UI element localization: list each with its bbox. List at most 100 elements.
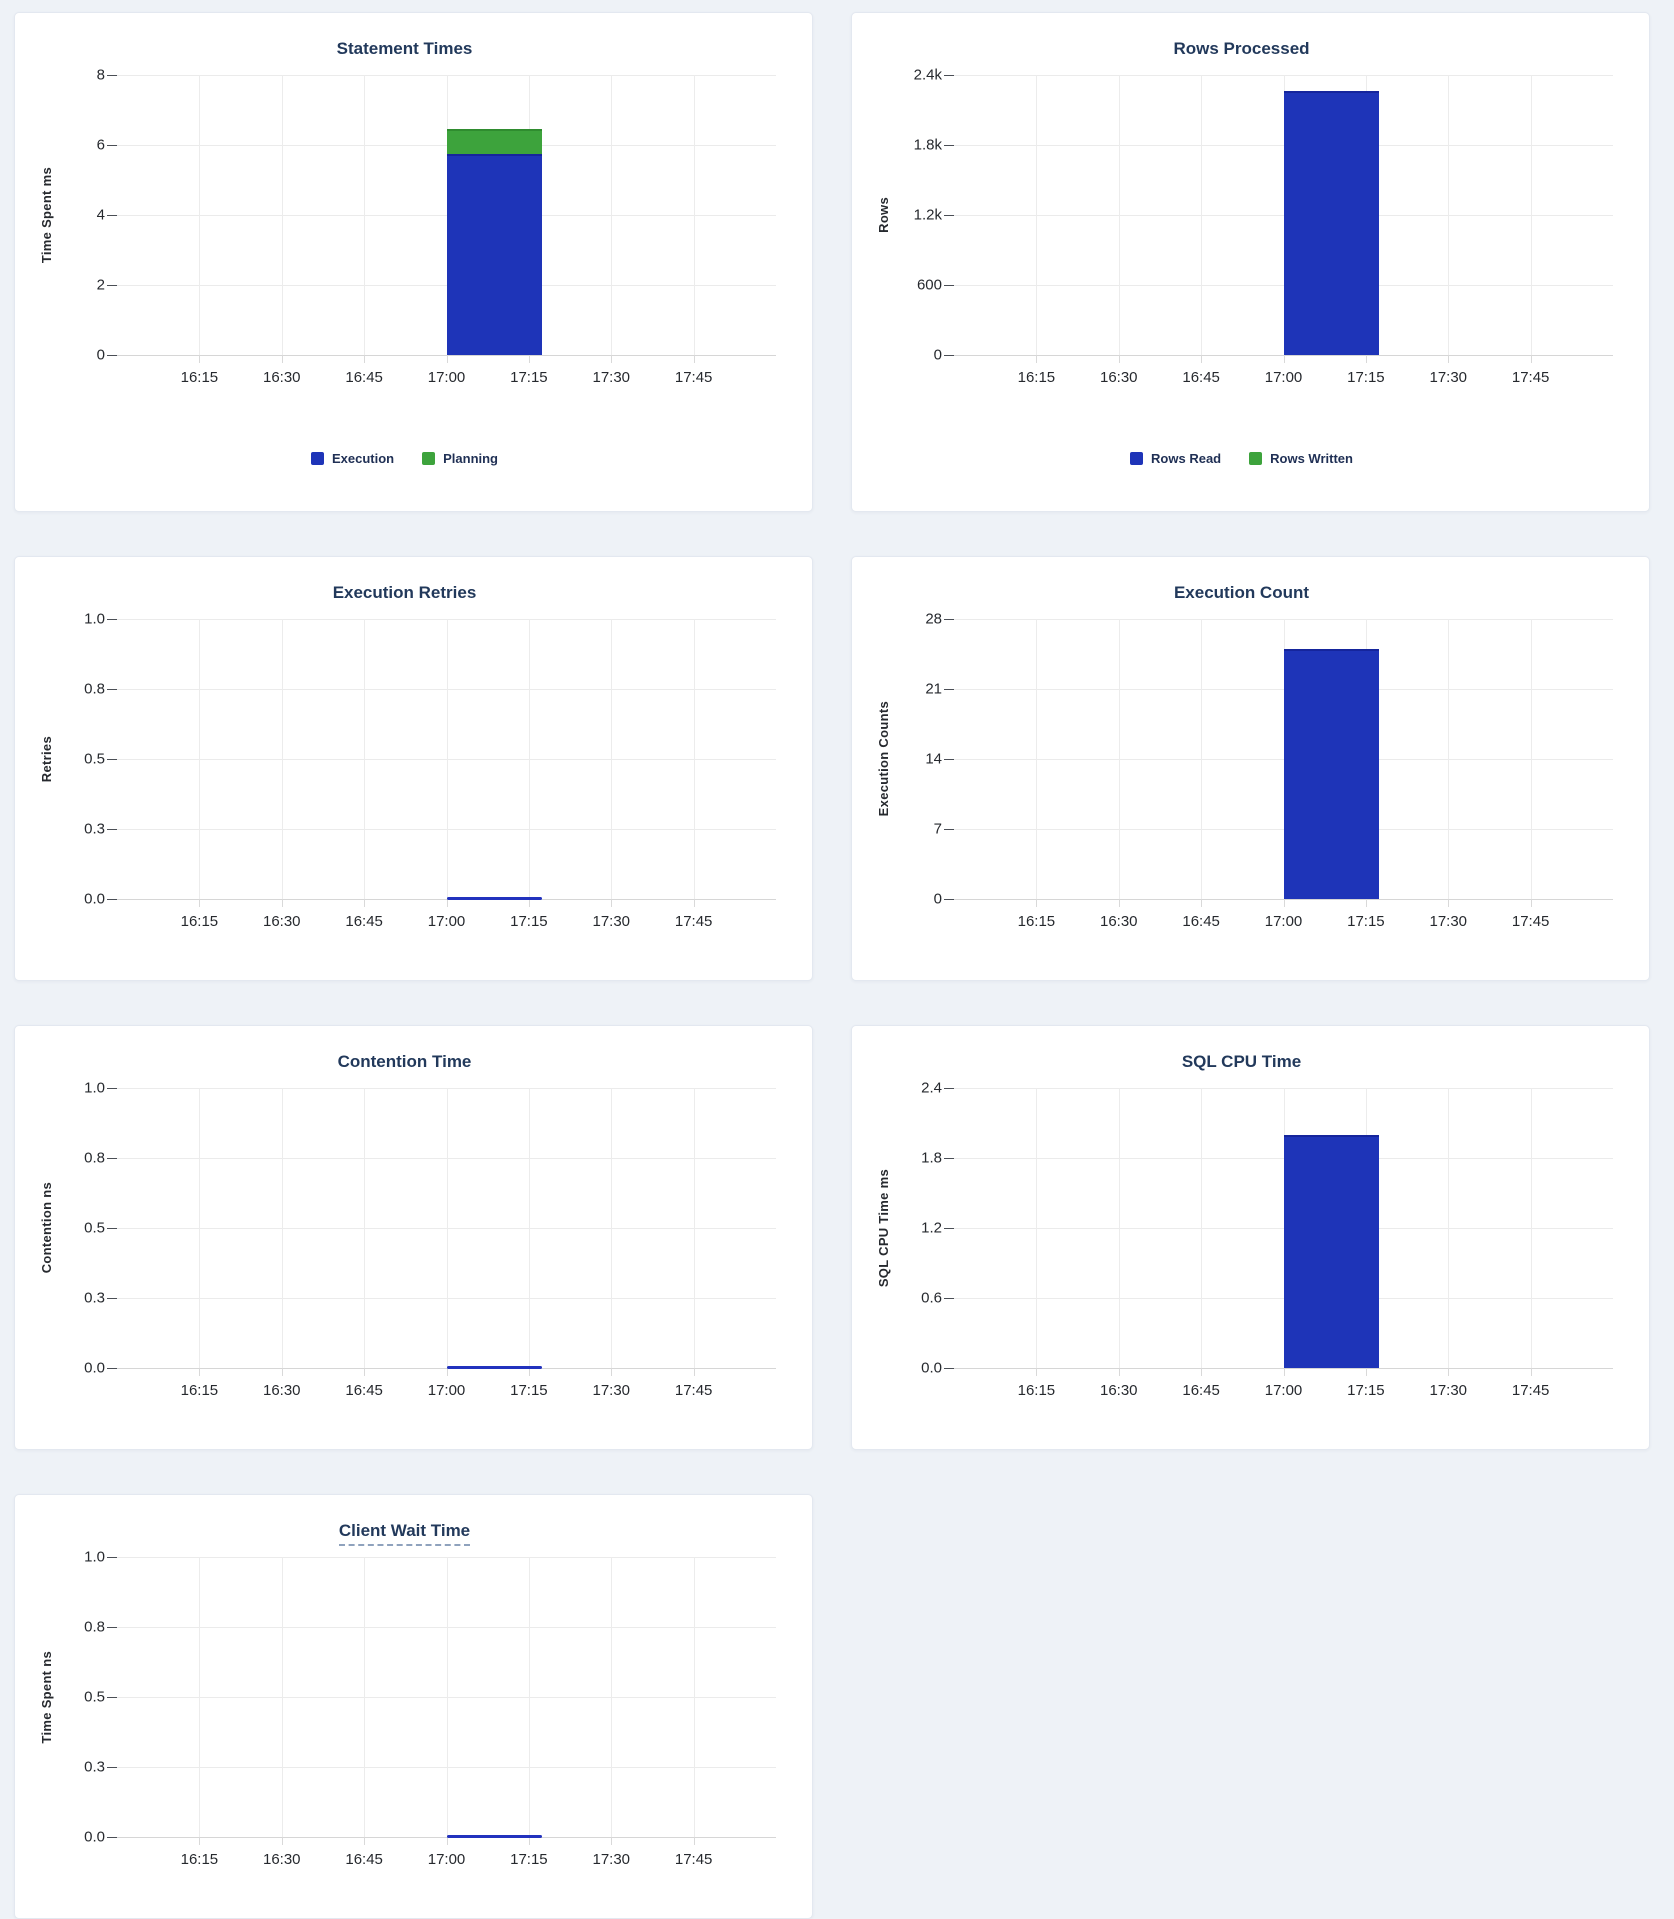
chart-title-execution-retries: Execution Retries (332, 583, 477, 602)
bar-planning[interactable] (446, 129, 543, 154)
v-gridline (611, 1557, 613, 1837)
x-tick-mark (281, 355, 283, 363)
plot-area-execution-retries[interactable]: 16:15 16:30 16:45 17:00 17:15 17:30 17:45 (107, 619, 776, 930)
plot-area-client-wait-time[interactable]: 16:15 16:30 16:45 17:00 17:15 17:30 17:45 (107, 1557, 776, 1868)
y-axis-ticks: 0.0 0.3 0.5 0.8 1.0 (59, 1549, 117, 1846)
x-tick-label: 16:30 (262, 369, 301, 386)
x-tick-mark (1365, 899, 1367, 907)
plot-area-rows-processed[interactable]: 16:15 16:30 16:45 17:00 17:15 17:30 17:45 (944, 75, 1613, 386)
x-tick-label: 17:15 (510, 913, 548, 930)
y-tick-label: 7 (933, 820, 942, 838)
legend-label: Execution (331, 451, 395, 466)
x-tick-label: 17:30 (592, 369, 631, 386)
x-tick-label: 16:30 (1099, 1382, 1138, 1399)
x-tick-label: 17:30 (1429, 1382, 1468, 1399)
x-tick-label: 16:45 (345, 913, 383, 930)
plot-area-execution-count[interactable]: 16:15 16:30 16:45 17:00 17:15 17:30 17:45 (944, 619, 1613, 930)
legend-item-execution[interactable]: Execution (310, 451, 395, 466)
y-tick-label: 0.5 (84, 1688, 105, 1706)
bar-execution[interactable] (446, 153, 543, 355)
chart-title-statement-times: Statement Times (336, 39, 473, 58)
x-tick-label: 16:45 (1182, 913, 1220, 930)
y-tick-label: 1.8 (921, 1149, 942, 1167)
x-tick-label: 16:15 (1017, 369, 1056, 386)
h-gridline (107, 1368, 776, 1369)
x-tick-label: 16:15 (1017, 913, 1056, 930)
v-gridline (364, 75, 366, 355)
y-tick-label: 2.4 (921, 1079, 942, 1097)
y-tick-mark (107, 1298, 117, 1299)
x-tick-label: 16:15 (180, 913, 219, 930)
v-gridline (1201, 1088, 1203, 1368)
h-gridline (107, 1837, 776, 1838)
legend-item-rows-read[interactable]: Rows Read (1130, 451, 1221, 466)
series-line-contention-time[interactable] (446, 1366, 543, 1369)
y-tick-mark (107, 215, 117, 216)
y-tick-label: 1.0 (84, 610, 105, 628)
x-tick-label: 16:30 (262, 1851, 301, 1868)
bar-sql-cpu-time[interactable] (1283, 1134, 1380, 1368)
legend-item-planning[interactable]: Planning (422, 451, 498, 466)
x-tick-mark (611, 1837, 613, 1845)
y-tick-mark (107, 1557, 117, 1558)
v-gridline (1201, 75, 1203, 355)
x-tick-mark (528, 1837, 530, 1845)
x-tick-mark (1036, 1368, 1038, 1376)
x-tick-label: 17:00 (427, 913, 466, 930)
v-gridline (364, 1557, 366, 1837)
bar-rows-read[interactable] (1283, 91, 1380, 355)
plot-area-sql-cpu-time[interactable]: 16:15 16:30 16:45 17:00 17:15 17:30 17:45 (944, 1088, 1613, 1399)
chart-title: Rows Processed (870, 39, 1613, 59)
x-tick-mark (693, 355, 695, 363)
plot-area-contention-time[interactable]: 16:15 16:30 16:45 17:00 17:15 17:30 17:45 (107, 1088, 776, 1399)
y-axis-title: Rows (870, 75, 896, 355)
x-tick-label: 16:30 (262, 913, 301, 930)
x-tick-mark (528, 899, 530, 907)
y-tick-label: 0.0 (84, 890, 105, 908)
v-gridline (693, 1557, 695, 1837)
x-tick-label: 17:15 (1347, 1382, 1385, 1399)
legend-swatch-blue (1130, 452, 1144, 465)
x-tick-mark (199, 1368, 201, 1376)
series-line-execution-retries[interactable] (446, 897, 543, 900)
y-tick-mark (944, 215, 954, 216)
x-tick-mark (1530, 355, 1532, 363)
x-tick-label: 17:15 (510, 1851, 548, 1868)
x-tick-label: 17:45 (674, 1851, 713, 1868)
y-axis-title: Execution Counts (870, 619, 896, 899)
chart-main: Retries 0.0 0.3 0.5 0.8 1.0 16:15 16:30 16:45 1… (33, 611, 776, 930)
y-tick-label: 0.3 (84, 1758, 105, 1776)
chart-title: Execution Count (870, 583, 1613, 603)
y-axis-ticks: 0 600 1.2k 1.8k 2.4k (896, 67, 954, 364)
series-line-client-wait-time[interactable] (446, 1835, 543, 1838)
v-gridline (364, 619, 366, 899)
x-tick-label: 17:15 (510, 1382, 548, 1399)
bar-execution-count[interactable] (1283, 649, 1380, 899)
y-tick-label: 14 (925, 750, 942, 768)
v-gridline (1448, 1088, 1450, 1368)
v-gridline (1036, 619, 1038, 899)
plot-area-statement-times[interactable]: 16:15 16:30 16:45 17:00 17:15 17:30 17:45 (107, 75, 776, 386)
x-tick-mark (611, 355, 613, 363)
y-tick-mark (944, 285, 954, 286)
x-tick-label: 17:00 (427, 369, 466, 386)
y-tick-mark (107, 1837, 117, 1838)
x-tick-mark (1283, 899, 1285, 907)
y-tick-mark (944, 1158, 954, 1159)
y-tick-mark (107, 619, 117, 620)
y-tick-mark (107, 1767, 117, 1768)
y-axis-title: Time Spent ms (33, 75, 59, 355)
x-tick-mark (1036, 899, 1038, 907)
x-tick-label: 16:45 (345, 1382, 383, 1399)
y-tick-mark (944, 355, 954, 356)
legend-item-rows-written[interactable]: Rows Written (1249, 451, 1353, 466)
legend-label: Rows Written (1270, 451, 1353, 466)
x-tick-label: 17:30 (1429, 369, 1468, 386)
chart-title-client-wait-time[interactable]: Client Wait Time (338, 1521, 471, 1546)
x-tick-label: 16:45 (1182, 369, 1220, 386)
y-tick-mark (107, 1158, 117, 1159)
x-tick-label: 16:30 (1099, 369, 1138, 386)
v-gridline (1118, 619, 1120, 899)
x-tick-label: 17:45 (1511, 369, 1550, 386)
v-gridline (693, 619, 695, 899)
